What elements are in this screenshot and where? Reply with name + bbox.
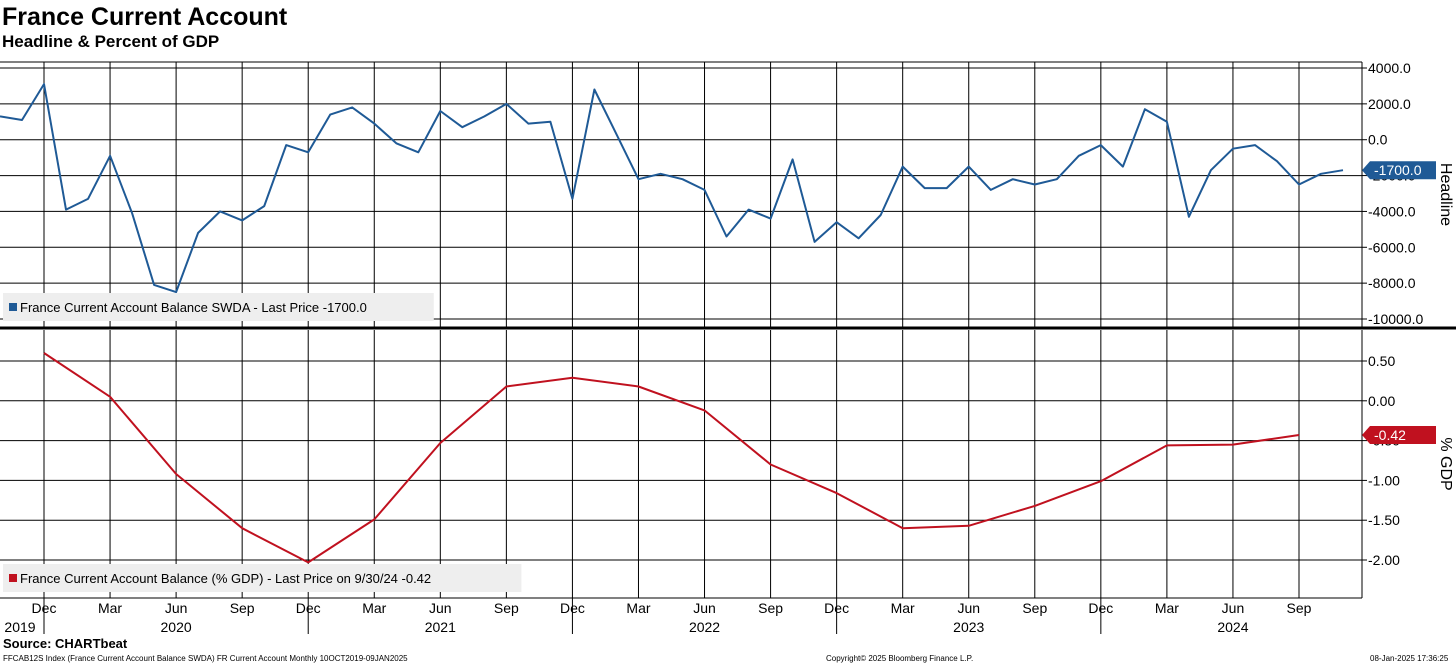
y-tick-label: -2.00	[1368, 552, 1400, 568]
grid-layer	[0, 62, 1362, 598]
legend-box	[3, 293, 434, 321]
x-tick-label: Sep	[230, 600, 255, 616]
x-tick-label: Sep	[1287, 600, 1312, 616]
chart-area: 4000.02000.00.0-2000.0-4000.0-6000.0-800…	[0, 60, 1456, 634]
y-tick-label: 0.0	[1368, 132, 1388, 148]
last-value-label: -1700.0	[1374, 162, 1422, 178]
x-tick-label: Jun	[1222, 600, 1245, 616]
x-year-label: 2021	[425, 619, 456, 634]
x-tick-label: Jun	[957, 600, 980, 616]
y-tick-label: -10000.0	[1368, 311, 1423, 327]
x-tick-label: Mar	[891, 600, 915, 616]
y-tick-label: -4000.0	[1368, 203, 1416, 219]
y-tick-label: -1.50	[1368, 512, 1400, 528]
y-tick-label: -8000.0	[1368, 275, 1416, 291]
y-tick-label: 0.00	[1368, 393, 1395, 409]
legend-label: France Current Account Balance SWDA - La…	[20, 300, 367, 315]
series-layer	[0, 83, 1344, 564]
x-tick-label: Sep	[494, 600, 519, 616]
footer-index-info: FFCAB12S Index (France Current Account B…	[3, 654, 408, 663]
x-tick-label: Jun	[693, 600, 716, 616]
x-tick-label: Mar	[362, 600, 386, 616]
y-axis-title: Headline	[1437, 163, 1454, 226]
legend-layer: France Current Account Balance SWDA - La…	[3, 293, 522, 592]
legend-box	[3, 564, 522, 592]
y-tick-label: -1.00	[1368, 472, 1400, 488]
series-line-gdp	[43, 352, 1300, 564]
x-tick-label: Sep	[1022, 600, 1047, 616]
chart-subtitle: Headline & Percent of GDP	[2, 32, 220, 51]
chart-title: France Current Account	[2, 3, 288, 31]
y-tick-label: 4000.0	[1368, 60, 1411, 76]
legend-swatch	[9, 574, 17, 582]
x-year-label: 2022	[689, 619, 720, 634]
x-axis-layer: Dec Mar Jun Sep Dec Mar Jun Sep Dec Mar Jun Sep Dec M…	[4, 598, 1312, 634]
last-value-tag	[1362, 161, 1436, 180]
x-tick-label: Jun	[429, 600, 452, 616]
y-axis-layer: 4000.02000.00.0-2000.0-4000.0-6000.0-800…	[1362, 60, 1454, 568]
source-note: Source: CHARTbeat	[3, 636, 128, 651]
y-tick-label: 0.50	[1368, 353, 1395, 369]
y-axis-title: % GDP	[1437, 437, 1454, 490]
legend-swatch	[9, 303, 17, 311]
x-year-label: 2019	[4, 619, 35, 634]
x-year-label: 2024	[1217, 619, 1248, 634]
x-tick-label: Jun	[165, 600, 188, 616]
legend-label: France Current Account Balance (% GDP) -…	[20, 571, 431, 586]
last-value-tag	[1362, 426, 1436, 445]
last-value-label: -0.42	[1374, 427, 1406, 443]
series-line-headline	[0, 83, 1344, 294]
footer-copyright: Copyright© 2025 Bloomberg Finance L.P.	[826, 654, 974, 663]
x-tick-label: Mar	[1155, 600, 1179, 616]
x-tick-label: Sep	[758, 600, 783, 616]
x-tick-label: Mar	[626, 600, 650, 616]
x-year-label: 2023	[953, 619, 984, 634]
x-year-label: 2020	[161, 619, 192, 634]
y-tick-label: 2000.0	[1368, 96, 1411, 112]
x-tick-label: Mar	[98, 600, 122, 616]
panel-frames	[0, 61, 1456, 599]
y-tick-label: -6000.0	[1368, 239, 1416, 255]
footer-timestamp: 08-Jan-2025 17:36:25	[1370, 654, 1449, 663]
